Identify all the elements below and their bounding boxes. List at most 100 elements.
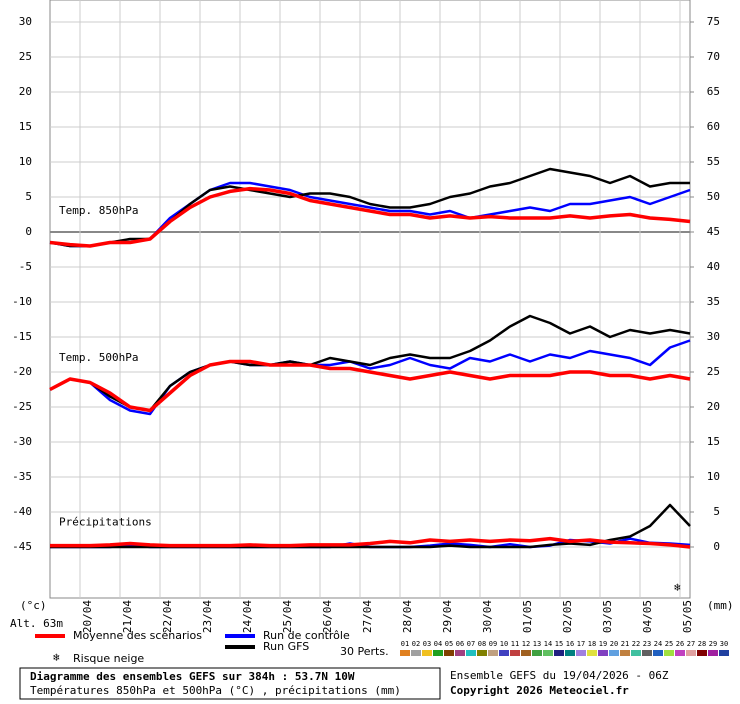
y2-tick-label: 75 (707, 15, 720, 28)
perturbation-number: 12 (522, 640, 530, 648)
perturbation-swatch (708, 650, 718, 656)
y2-tick-label: 5 (713, 505, 720, 518)
perturbation-number: 22 (632, 640, 640, 648)
x-tick-label: 22/04 (161, 600, 174, 633)
y-tick-label: -15 (12, 330, 32, 343)
perturbation-number: 24 (654, 640, 662, 648)
group-label: Précipitations (59, 516, 152, 529)
plot-frame (49, 0, 691, 599)
legend-label: Moyenne des scénarios (73, 629, 202, 642)
y2-tick-label: 20 (707, 400, 720, 413)
x-tick-label: 24/04 (241, 600, 254, 633)
perturbation-number: 10 (500, 640, 508, 648)
perturbation-swatch (477, 650, 487, 656)
perturbation-swatch (653, 650, 663, 656)
y2-tick-label: 70 (707, 50, 720, 63)
perturbation-swatch (664, 650, 674, 656)
x-tick-label: 27/04 (361, 600, 374, 633)
perturbation-swatch (686, 650, 696, 656)
perturbation-number: 23 (643, 640, 651, 648)
perturbation-swatch (675, 650, 685, 656)
y2-tick-label: 65 (707, 85, 720, 98)
y-tick-label: 20 (19, 85, 32, 98)
x-tick-label: 21/04 (121, 600, 134, 633)
perturbation-number: 26 (676, 640, 684, 648)
perturbation-swatch (587, 650, 597, 656)
perturbation-swatch (631, 650, 641, 656)
perturbation-number: 07 (467, 640, 475, 648)
perturbation-swatch (521, 650, 531, 656)
mean-line (50, 536, 691, 549)
footer-title: Diagramme des ensembles GEFS sur 384h : … (30, 670, 355, 683)
x-tick-label: 03/05 (601, 600, 614, 633)
mean-line (49, 186, 691, 248)
perturbation-number: 21 (621, 640, 629, 648)
perturbation-number: 27 (687, 640, 695, 648)
y-tick-label: -20 (12, 365, 32, 378)
x-tick-label: 04/05 (641, 600, 654, 633)
y-tick-label: -35 (12, 470, 32, 483)
y2-tick-label: 15 (707, 435, 720, 448)
y-tick-label: 10 (19, 155, 32, 168)
y2-tick-label: 60 (707, 120, 720, 133)
y-tick-label: -10 (12, 295, 32, 308)
legend-label: Run de contrôle (263, 629, 350, 642)
x-tick-label: 30/04 (481, 600, 494, 633)
group-label: Temp. 500hPa (59, 351, 138, 364)
gfs-line (50, 503, 691, 549)
perturbation-swatch (719, 650, 729, 656)
perturbation-number: 19 (599, 640, 607, 648)
y2-tick-label: 35 (707, 295, 720, 308)
footer-copyright: Copyright 2026 Meteociel.fr (450, 684, 629, 697)
perturbation-number: 04 (434, 640, 442, 648)
perturbation-swatch (455, 650, 465, 656)
perturbation-number: 28 (698, 640, 706, 648)
y-tick-label: 5 (25, 190, 32, 203)
y-tick-label: 30 (19, 15, 32, 28)
perturbation-number: 14 (544, 640, 552, 648)
group-label: Temp. 850hPa (59, 204, 138, 217)
y2-tick-label: 55 (707, 155, 720, 168)
y-tick-label: 25 (19, 50, 32, 63)
perturbation-swatch (620, 650, 630, 656)
x-tick-label: 28/04 (401, 600, 414, 633)
y-axis-label: (°c) (20, 599, 47, 612)
perturbation-number: 29 (709, 640, 717, 648)
perturbation-swatch (598, 650, 608, 656)
perturbation-number: 09 (489, 640, 497, 648)
x-tick-label: 29/04 (441, 600, 454, 633)
perturbation-number: 13 (533, 640, 541, 648)
y-tick-label: -40 (12, 505, 32, 518)
perturbation-number: 16 (566, 640, 574, 648)
y2-axis-label: (mm) (707, 599, 734, 612)
perturbation-swatch (466, 650, 476, 656)
y2-tick-label: 0 (713, 540, 720, 553)
perturbation-swatch (499, 650, 509, 656)
perturbation-number: 06 (456, 640, 464, 648)
footer-box (19, 667, 441, 700)
mean-line (49, 359, 691, 413)
legend-label: Run GFS (263, 640, 309, 653)
footer-subtitle: Températures 850hPa et 500hPa (°C) , pré… (30, 684, 401, 697)
perturbation-swatch (433, 650, 443, 656)
y2-tick-label: 25 (707, 365, 720, 378)
x-tick-label: 05/05 (681, 600, 694, 633)
y-tick-label: -5 (19, 260, 32, 273)
perturbation-swatch (488, 650, 498, 656)
x-tick-label: 20/04 (81, 600, 94, 633)
y-tick-label: -45 (12, 540, 32, 553)
perturbation-number: 01 (401, 640, 409, 648)
perturbation-number: 17 (577, 640, 585, 648)
x-tick-label: 25/04 (281, 600, 294, 633)
perturbation-number: 02 (412, 640, 420, 648)
y-tick-label: 0 (25, 225, 32, 238)
perturbation-number: 30 (720, 640, 728, 648)
perturbation-swatch (422, 650, 432, 656)
perturbation-swatch (609, 650, 619, 656)
perturbation-swatch (532, 650, 542, 656)
snow-icon: ❄ (53, 651, 60, 664)
perturbation-number: 11 (511, 640, 519, 648)
x-tick-label: 01/05 (521, 600, 534, 633)
footer-run: Ensemble GEFS du 19/04/2026 - 06Z (450, 669, 669, 682)
